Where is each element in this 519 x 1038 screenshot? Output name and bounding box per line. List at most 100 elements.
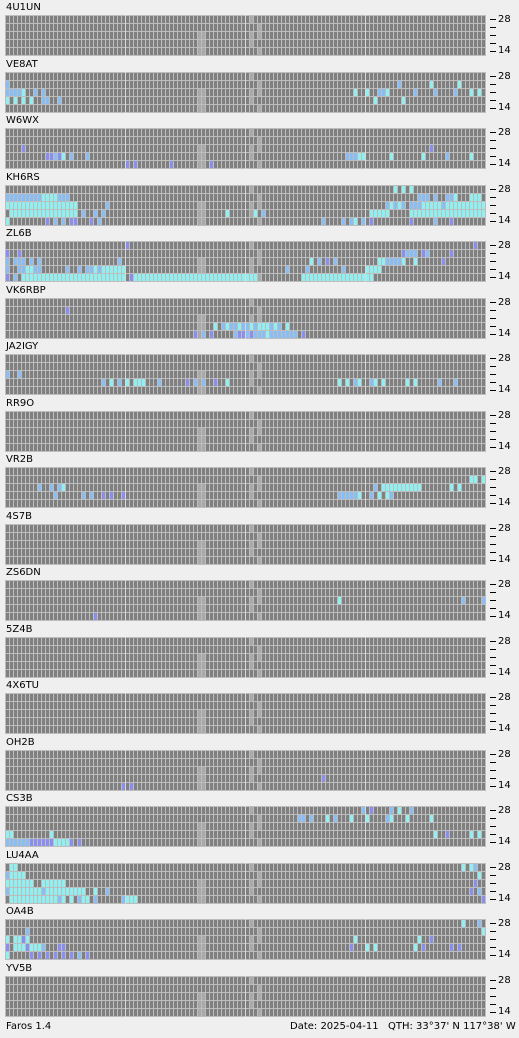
signal-cell bbox=[150, 97, 153, 104]
signal-cell bbox=[50, 379, 53, 386]
signal-cell bbox=[162, 315, 165, 322]
signal-cell bbox=[290, 420, 293, 427]
signal-cell bbox=[318, 299, 321, 306]
signal-cell bbox=[30, 89, 33, 96]
signal-cell bbox=[174, 186, 177, 193]
signal-cell bbox=[438, 331, 441, 338]
signal-cell bbox=[214, 307, 217, 314]
signal-cell bbox=[54, 331, 57, 338]
signal-cell bbox=[310, 307, 313, 314]
signal-cell bbox=[214, 137, 217, 144]
signal-cell bbox=[322, 412, 325, 419]
signal-cell bbox=[294, 307, 297, 314]
signal-cell bbox=[378, 331, 381, 338]
signal-cell bbox=[210, 274, 213, 281]
signal-cell bbox=[358, 105, 361, 112]
signal-cell bbox=[14, 307, 17, 314]
signal-cell bbox=[474, 355, 477, 362]
signal-cell bbox=[134, 153, 137, 160]
signal-cell bbox=[178, 40, 181, 47]
signal-cell bbox=[366, 210, 369, 217]
signal-cell bbox=[274, 186, 277, 193]
signal-cell bbox=[122, 266, 125, 273]
signal-cell bbox=[458, 32, 461, 39]
signal-cell bbox=[154, 153, 157, 160]
signal-cell bbox=[42, 81, 45, 88]
signal-cell bbox=[482, 258, 485, 265]
signal-cell bbox=[142, 137, 145, 144]
signal-cell bbox=[414, 258, 417, 265]
signal-cell bbox=[430, 412, 433, 419]
signal-cell bbox=[258, 420, 261, 427]
signal-cell bbox=[198, 153, 201, 160]
signal-cell bbox=[378, 161, 381, 168]
signal-cell bbox=[366, 89, 369, 96]
signal-cell bbox=[54, 194, 57, 201]
signal-cell bbox=[330, 186, 333, 193]
signal-cell bbox=[66, 73, 69, 80]
axis-tick bbox=[490, 189, 496, 190]
signal-cell bbox=[318, 274, 321, 281]
signal-cell bbox=[54, 81, 57, 88]
signal-cell bbox=[478, 307, 481, 314]
signal-cell bbox=[354, 387, 357, 394]
signal-cell bbox=[78, 32, 81, 39]
signal-cell bbox=[70, 81, 73, 88]
signal-cell bbox=[338, 210, 341, 217]
signal-cell bbox=[358, 307, 361, 314]
signal-cell bbox=[186, 145, 189, 152]
signal-cell bbox=[410, 137, 413, 144]
signal-cell bbox=[274, 81, 277, 88]
signal-cell bbox=[478, 331, 481, 338]
signal-cell bbox=[238, 412, 241, 419]
signal-cell bbox=[10, 274, 13, 281]
signal-cell bbox=[314, 105, 317, 112]
signal-cell bbox=[430, 81, 433, 88]
signal-cell bbox=[22, 32, 25, 39]
signal-cell bbox=[270, 137, 273, 144]
signal-cell bbox=[50, 258, 53, 265]
signal-cell bbox=[198, 218, 201, 225]
signal-cell bbox=[434, 153, 437, 160]
signal-cell bbox=[270, 48, 273, 55]
signal-cell bbox=[386, 436, 389, 443]
signal-cell bbox=[482, 16, 485, 23]
signal-cell bbox=[34, 48, 37, 55]
signal-cell bbox=[434, 250, 437, 257]
signal-cell bbox=[338, 444, 341, 451]
signal-cell bbox=[46, 363, 49, 370]
signal-cell bbox=[362, 242, 365, 249]
signal-cell bbox=[86, 194, 89, 201]
axis-tick bbox=[490, 415, 496, 416]
signal-cell bbox=[118, 218, 121, 225]
signal-cell bbox=[434, 420, 437, 427]
signal-cell bbox=[62, 323, 65, 330]
signal-cell bbox=[302, 307, 305, 314]
signal-cell bbox=[282, 202, 285, 209]
signal-cell bbox=[210, 379, 213, 386]
signal-cell bbox=[98, 153, 101, 160]
signal-cell bbox=[246, 331, 249, 338]
signal-cell bbox=[342, 137, 345, 144]
signal-cell bbox=[258, 186, 261, 193]
signal-cell bbox=[242, 258, 245, 265]
signal-cell bbox=[194, 24, 197, 31]
signal-cell bbox=[82, 387, 85, 394]
signal-cell bbox=[162, 323, 165, 330]
signal-cell bbox=[10, 371, 13, 378]
signal-cell bbox=[26, 32, 29, 39]
signal-cell bbox=[266, 16, 269, 23]
signal-cell bbox=[346, 210, 349, 217]
signal-cell bbox=[434, 97, 437, 104]
signal-cell bbox=[62, 371, 65, 378]
signal-cell bbox=[194, 194, 197, 201]
signal-cell bbox=[374, 145, 377, 152]
signal-cell bbox=[370, 218, 373, 225]
signal-cell bbox=[330, 428, 333, 435]
signal-cell bbox=[10, 24, 13, 31]
signal-cell bbox=[246, 210, 249, 217]
signal-cell bbox=[122, 16, 125, 23]
signal-cell bbox=[262, 250, 265, 257]
signal-cell bbox=[118, 129, 121, 136]
signal-cell bbox=[322, 161, 325, 168]
